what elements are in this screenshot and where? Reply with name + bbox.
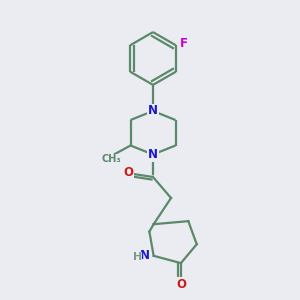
Text: N: N bbox=[148, 104, 158, 118]
Text: N: N bbox=[140, 249, 150, 262]
Text: F: F bbox=[180, 37, 188, 50]
Text: O: O bbox=[123, 166, 133, 179]
Text: N: N bbox=[148, 148, 158, 161]
Text: H: H bbox=[133, 252, 142, 262]
Text: CH₃: CH₃ bbox=[101, 154, 121, 164]
Text: O: O bbox=[176, 278, 186, 291]
